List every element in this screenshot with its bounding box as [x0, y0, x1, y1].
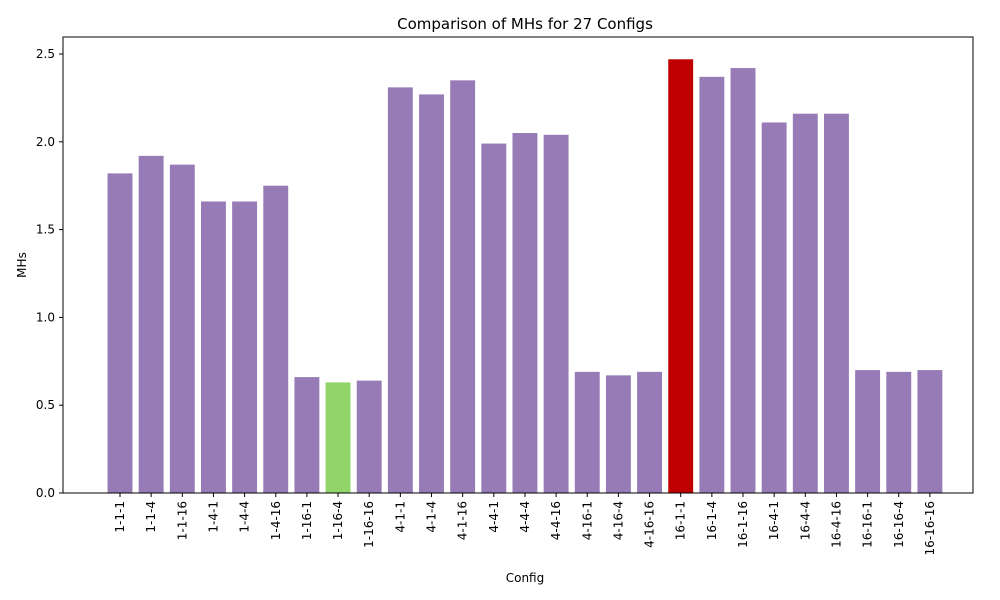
x-tick-label: 4-16-4 — [611, 501, 625, 540]
bars-group — [107, 59, 943, 494]
x-tick-label: 4-16-16 — [643, 501, 657, 548]
x-tick-label: 4-1-4 — [425, 501, 439, 533]
bar-1-4-4 — [232, 201, 258, 493]
bar-16-16-16 — [917, 370, 943, 493]
x-tick-label: 4-4-4 — [518, 501, 532, 533]
y-axis-label: MHs — [15, 252, 29, 278]
x-tick-label: 4-4-1 — [487, 501, 501, 533]
bar-1-16-4 — [325, 382, 351, 493]
x-tick-label: 4-4-16 — [549, 501, 563, 540]
bar-4-16-4 — [605, 375, 631, 493]
y-tick-label: 1.5 — [36, 223, 55, 237]
bar-4-16-16 — [637, 371, 662, 493]
bar-4-1-1 — [387, 87, 413, 494]
plot-frame — [62, 36, 974, 494]
x-tick-label: 1-16-16 — [362, 501, 376, 548]
bar-16-4-1 — [761, 122, 787, 493]
bar-4-1-16 — [450, 80, 476, 493]
bar-1-1-16 — [169, 164, 195, 493]
bar-1-1-4 — [138, 155, 164, 493]
x-tick-label: 1-1-4 — [144, 501, 158, 533]
bar-16-4-4 — [792, 113, 818, 493]
x-tick-label: 16-4-16 — [829, 501, 843, 548]
y-tick-label: 0.0 — [36, 486, 55, 500]
bar-16-1-16 — [730, 68, 756, 494]
x-axis: 1-1-1 1-1-4 1-1-16 1-4-1 1-4-4 1-4-16 1-16-1 1-… — [113, 493, 937, 555]
bar-1-16-1 — [294, 377, 320, 493]
x-tick-label: 1-4-1 — [206, 501, 220, 533]
bar-16-1-1 — [668, 59, 694, 494]
bar-4-1-4 — [419, 94, 444, 493]
x-tick-label: 16-16-16 — [923, 501, 937, 555]
bar-1-4-1 — [201, 201, 226, 493]
bar-16-16-1 — [855, 370, 881, 493]
chart-title: Comparison of MHs for 27 Configs — [397, 15, 653, 33]
x-tick-label: 4-16-1 — [580, 501, 594, 540]
x-tick-label: 4-1-16 — [456, 501, 470, 540]
bar-1-4-16 — [263, 185, 289, 493]
x-axis-label: Config — [506, 571, 545, 585]
x-tick-label: 1-16-1 — [300, 501, 314, 540]
bar-16-1-4 — [699, 76, 725, 493]
x-tick-label: 4-1-1 — [393, 501, 407, 533]
x-tick-label: 16-16-4 — [892, 501, 906, 548]
x-tick-label: 16-1-1 — [674, 501, 688, 540]
bar-16-4-16 — [824, 113, 849, 493]
x-tick-label: 1-1-1 — [113, 501, 127, 533]
bar-4-4-4 — [512, 133, 538, 493]
x-tick-label: 1-4-4 — [238, 501, 252, 533]
bar-4-4-16 — [543, 134, 569, 493]
y-tick-label: 2.5 — [36, 47, 55, 61]
x-tick-label: 16-4-4 — [798, 501, 812, 540]
y-tick-label: 0.5 — [36, 398, 55, 412]
bar-1-16-16 — [356, 380, 382, 493]
y-axis: 0.0 0.5 1.0 1.5 2.0 2.5 — [36, 47, 63, 500]
y-tick-label: 1.0 — [36, 310, 55, 324]
x-tick-label: 1-4-16 — [269, 501, 283, 540]
x-tick-label: 16-16-1 — [861, 501, 875, 548]
bar-4-4-1 — [481, 143, 507, 493]
bar-16-16-4 — [886, 371, 912, 493]
bar-4-16-1 — [574, 371, 600, 493]
bar-1-1-1 — [107, 173, 133, 493]
y-tick-label: 2.0 — [36, 135, 55, 149]
x-tick-label: 1-1-16 — [175, 501, 189, 540]
x-tick-label: 16-4-1 — [767, 501, 781, 540]
x-tick-label: 16-1-16 — [736, 501, 750, 548]
x-tick-label: 1-16-4 — [331, 501, 345, 540]
x-tick-label: 16-1-4 — [705, 501, 719, 540]
